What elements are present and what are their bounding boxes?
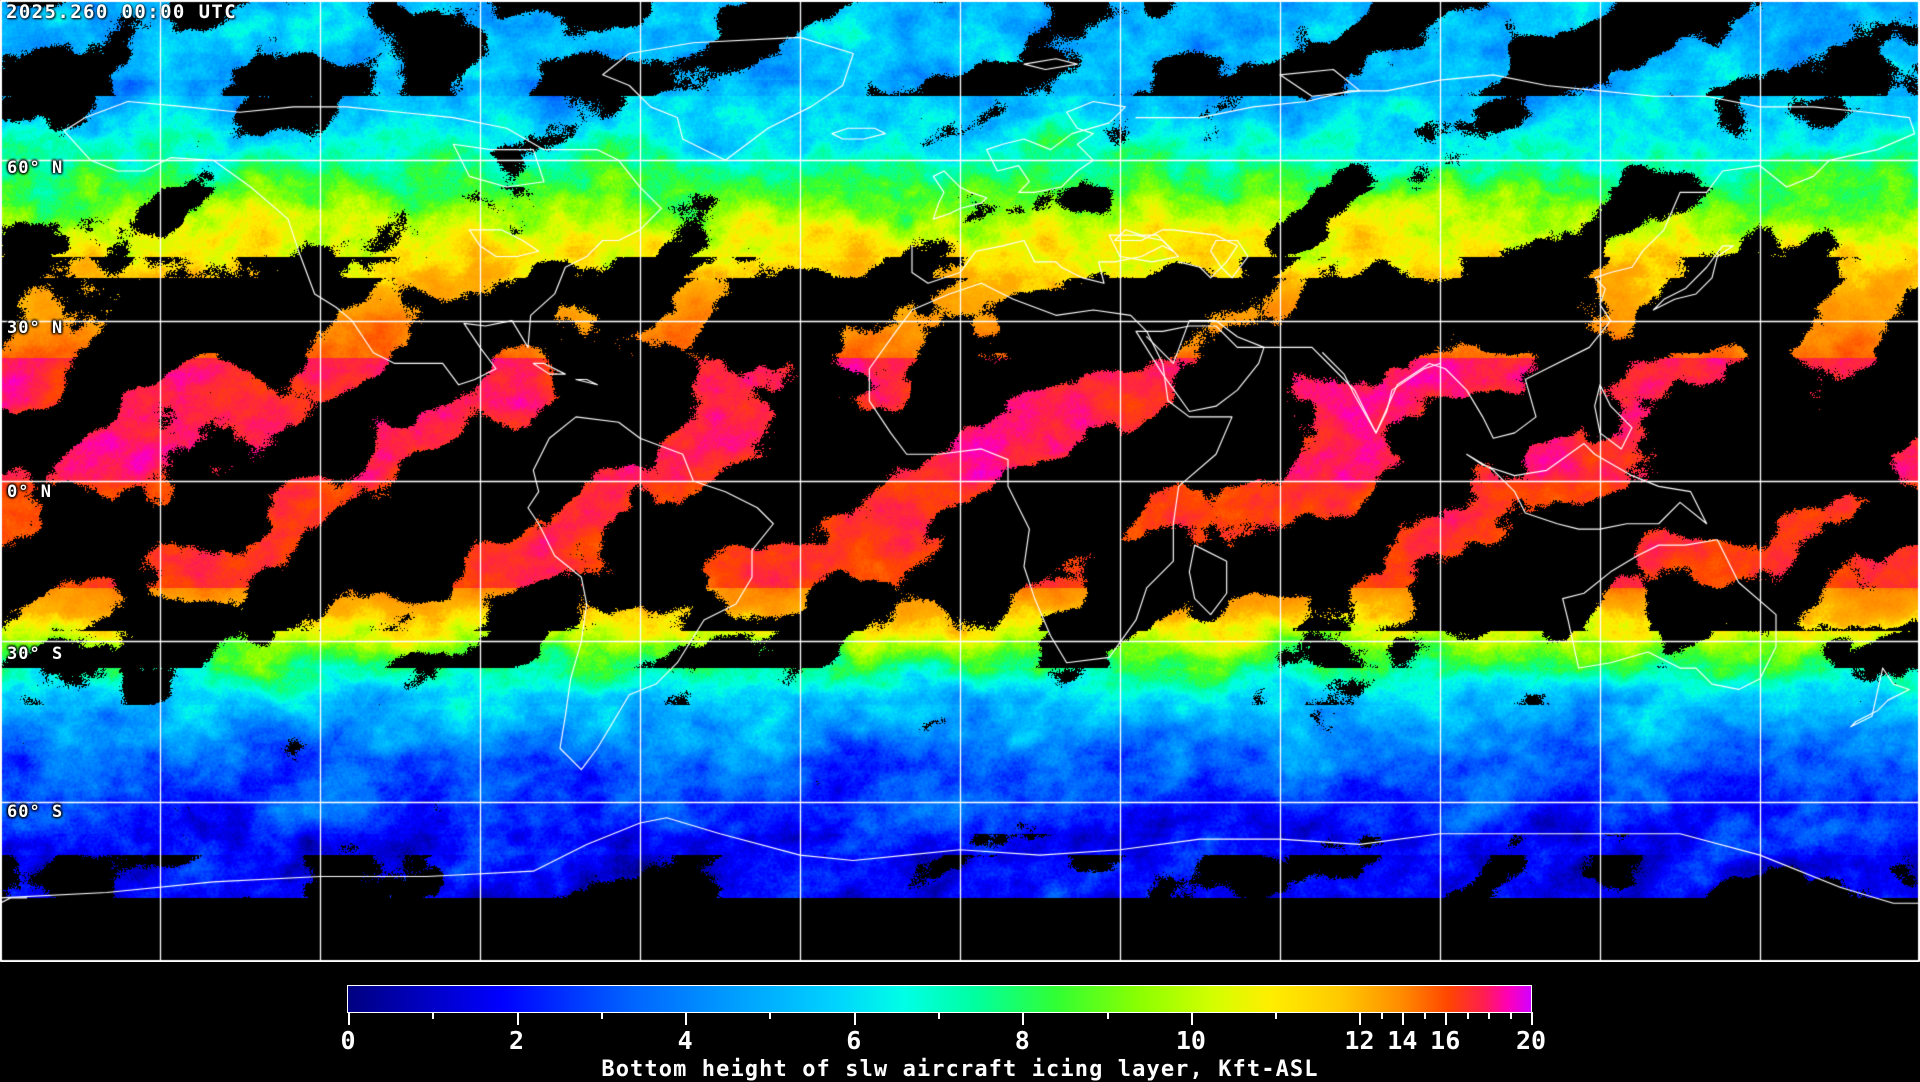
- colorbar-tick-label: 2: [509, 1026, 525, 1055]
- lat-label-0n: 0° N: [7, 482, 52, 502]
- colorbar-tick-label: 4: [677, 1026, 693, 1055]
- colorbar-tick-label: 8: [1014, 1026, 1030, 1055]
- colorbar-major-tick: [1359, 1012, 1362, 1025]
- colorbar-panel: 0 2 4 6 8 10 12 14 16 20 Bottom height of slw air…: [0, 962, 1920, 1082]
- colorbar-major-tick: [1531, 1012, 1533, 1025]
- colorbar-minor-tick: [1106, 1012, 1109, 1019]
- colorbar-major-tick: [1022, 1012, 1025, 1025]
- colorbar-minor-tick: [600, 1012, 603, 1019]
- colorbar-major-tick: [1445, 1012, 1448, 1025]
- colorbar-minor-tick: [1488, 1012, 1491, 1019]
- colorbar-tick-label: 16: [1430, 1026, 1461, 1055]
- colorbar-tick-label: 0: [340, 1026, 356, 1055]
- colorbar-minor-tick: [769, 1012, 772, 1019]
- colorbar-tick-label: 10: [1175, 1026, 1206, 1055]
- colorbar-tick-label: 20: [1515, 1026, 1547, 1055]
- colorbar-major-tick: [1190, 1012, 1193, 1025]
- world-map-panel[interactable]: 2025.260 00:00 UTC 60° N 30° N 0° N 30° …: [0, 0, 1920, 962]
- colorbar-tick-label: 14: [1387, 1026, 1418, 1055]
- colorbar-major-tick: [853, 1012, 856, 1025]
- colorbar-minor-tick: [1380, 1012, 1383, 1019]
- colorbar-minor-tick: [1466, 1012, 1469, 1019]
- colorbar-minor-tick: [938, 1012, 941, 1019]
- lat-label-60s: 60° S: [7, 802, 64, 822]
- colorbar-major-tick: [1402, 1012, 1405, 1025]
- colorbar-major-tick: [348, 1012, 350, 1025]
- icing-data-map-canvas[interactable]: [0, 0, 1920, 962]
- timestamp-label: 2025.260 00:00 UTC: [6, 1, 238, 23]
- colorbar-major-tick: [685, 1012, 688, 1025]
- colorbar-minor-tick: [1509, 1012, 1512, 1019]
- colorbar-tick-label: 12: [1344, 1026, 1375, 1055]
- lat-label-30n: 30° N: [7, 318, 64, 338]
- colorbar-ticks: 0 2 4 6 8 10 12 14 16 20: [0, 1012, 1920, 1062]
- lat-label-30s: 30° S: [7, 644, 64, 664]
- colorbar-gradient: [347, 985, 1532, 1013]
- colorbar-minor-tick: [1275, 1012, 1278, 1019]
- colorbar-tick-label: 6: [846, 1026, 862, 1055]
- colorbar-minor-tick: [1423, 1012, 1426, 1019]
- colorbar-caption: Bottom height of slw aircraft icing laye…: [601, 1057, 1319, 1082]
- lat-label-60n: 60° N: [7, 158, 64, 178]
- colorbar-major-tick: [516, 1012, 519, 1025]
- colorbar-minor-tick: [432, 1012, 435, 1019]
